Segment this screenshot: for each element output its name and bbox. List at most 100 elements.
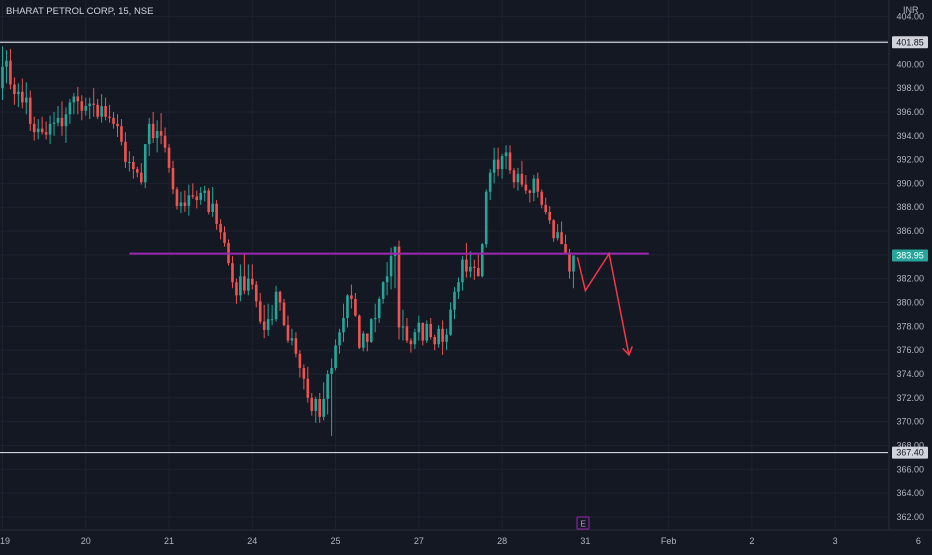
candle [68,98,72,124]
candle [239,264,242,302]
candle [294,332,298,358]
candle [532,175,536,202]
candle [108,104,111,123]
candle-body [358,315,361,348]
candle [477,254,480,277]
candle-body [116,123,119,127]
candle-body [314,398,318,411]
candle-body [290,338,294,341]
price-axis[interactable] [889,0,932,530]
candle [358,314,361,349]
candle [572,255,575,289]
candle-body [362,333,365,348]
candle [159,113,163,145]
candle-body [199,192,203,201]
candle-body [243,276,246,291]
candle-body [163,135,167,148]
time-axis-ticks: 19 20 21 24 25 27 28 31 Feb 2 3 6 [0,536,921,546]
candle-body [326,373,329,399]
candle [417,315,421,341]
candle-body [338,332,341,346]
candle [556,223,559,241]
candle-body [239,276,242,296]
candle-body [334,345,337,369]
candle-body [132,161,135,170]
candle-body [473,266,476,268]
candle [552,219,555,242]
candle-body [401,326,405,328]
candle [124,132,127,168]
candle [536,172,540,198]
candle [5,50,8,84]
candle [262,304,266,339]
earnings-marker[interactable]: E [576,516,590,530]
time-tick-label: 6 [916,536,921,546]
candle [544,197,548,215]
candle [175,186,179,210]
candle [254,281,258,308]
candle [274,285,278,322]
candle [120,119,123,146]
candle-body [488,172,492,192]
candle [421,322,425,346]
time-tick-label: Feb [661,536,677,546]
price-tick-label: 374.00 [896,369,924,379]
last-price-label: 383.95 [896,250,924,260]
candle-body [516,173,520,183]
candle [342,303,345,342]
candle-body [572,255,575,272]
price-tick-label: 370.00 [896,417,924,427]
candle-body [179,202,183,207]
time-tick-label: 28 [497,536,507,546]
candle-body [139,172,143,183]
candle [508,145,512,174]
candle-body [112,117,115,124]
candle [96,98,99,120]
candle-body [92,103,95,105]
candle-body [500,156,504,170]
candle-body [266,319,270,330]
candle [199,186,203,205]
time-tick-label: 31 [580,536,590,546]
candle-body [24,97,28,103]
candle [215,200,218,230]
candle [250,264,254,290]
price-tick-label: 400.00 [896,59,924,69]
candle [56,106,60,127]
candle-body [520,173,524,185]
candle [52,111,56,136]
candle-body [318,398,321,417]
candle [548,206,551,224]
candle-body [175,189,179,207]
candle-body [556,232,559,239]
candle [48,115,52,145]
candle [64,107,68,143]
candle [302,364,306,390]
candle-body [104,106,107,117]
time-axis[interactable] [0,530,932,550]
candle-body [219,223,222,233]
candle-body [528,190,532,193]
candle [365,333,369,352]
time-tick-label: 19 [0,536,10,546]
candle [203,185,207,202]
candle-body [151,123,155,139]
candle [290,328,294,346]
candle-body [425,323,429,341]
candle [36,119,40,140]
candle [346,294,349,328]
candle-body [32,123,36,133]
candle-body [433,337,436,345]
candle-body [552,220,555,239]
candle-body [469,266,472,272]
candle [306,366,310,403]
candle-body [413,332,417,345]
candle [163,127,167,153]
candle-body [231,263,234,283]
candle-body [44,132,48,135]
candle [219,219,222,240]
candle [104,97,107,121]
candle-body [247,278,250,291]
